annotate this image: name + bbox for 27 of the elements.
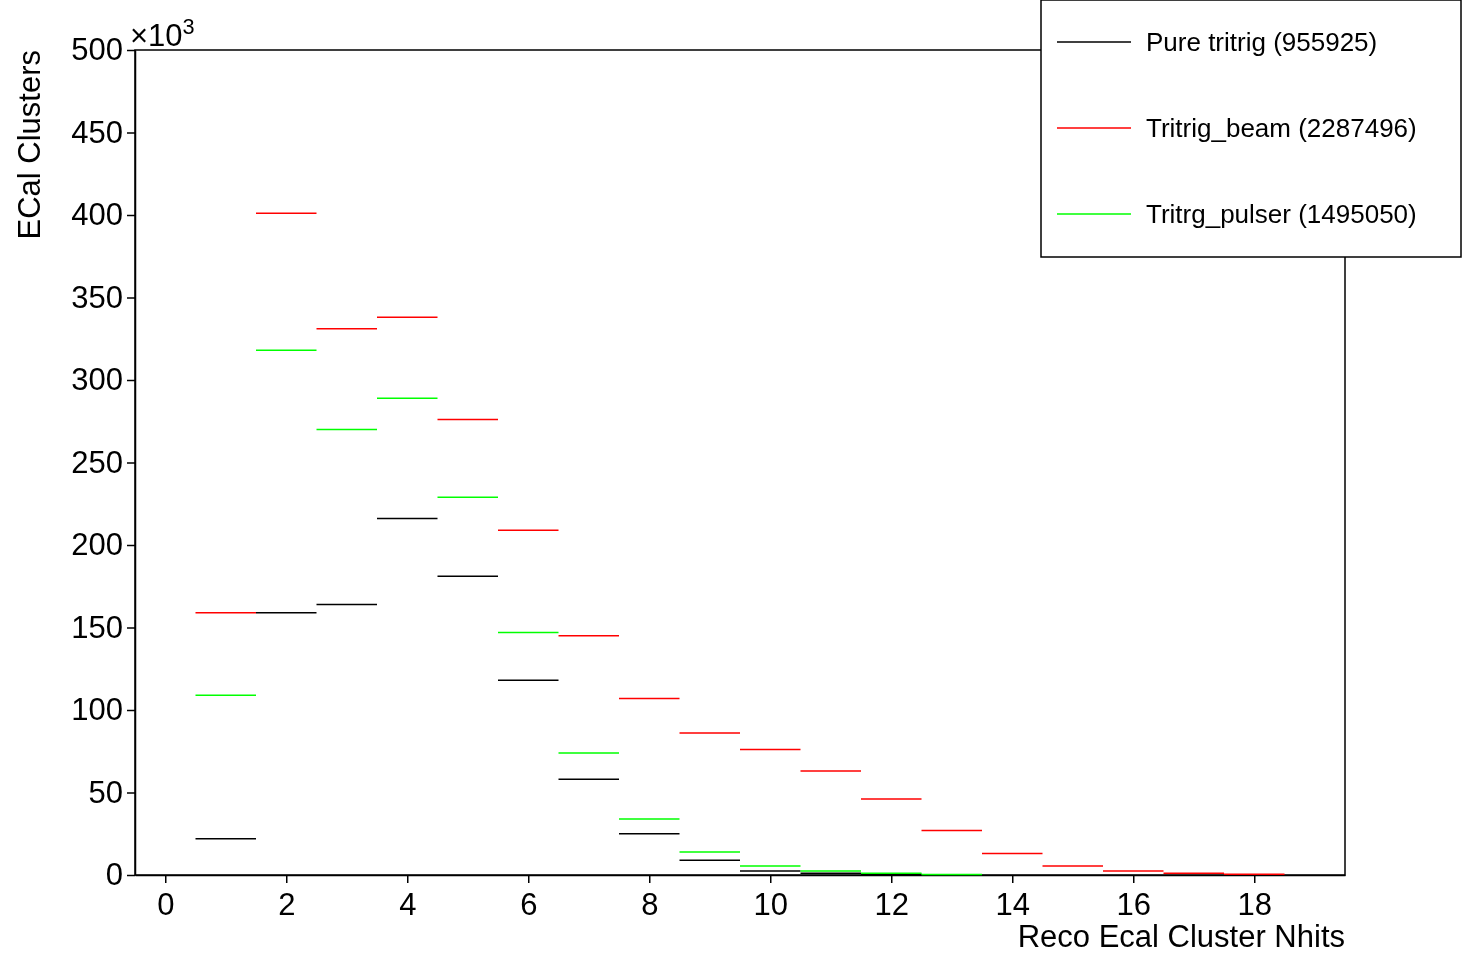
x-axis-title: Reco Ecal Cluster Nhits	[1017, 919, 1345, 954]
x-tick-label: 4	[399, 886, 417, 922]
y-tick-label: 100	[71, 692, 123, 728]
y-tick-label: 300	[71, 362, 123, 398]
y-tick-label: 500	[71, 32, 123, 68]
x-tick-label: 0	[157, 886, 175, 922]
annotation: ×10$^{3}$	[130, 13, 195, 53]
y-axis-title: ECal Clusters	[12, 50, 47, 240]
x-tick-label: 14	[995, 886, 1030, 922]
x-tick-label: 18	[1237, 886, 1272, 922]
x-tick-label: 10	[753, 886, 788, 922]
x-tick-label: 6	[520, 886, 538, 922]
y-tick-label: 150	[71, 609, 123, 645]
x-tick-label: 8	[641, 886, 659, 922]
y-tick-label: 0	[105, 857, 123, 893]
legend-label: Pure tritrig (955925)	[1146, 27, 1378, 57]
y-tick-label: 450	[71, 114, 123, 150]
y-tick-label: 200	[71, 527, 123, 563]
y-tick-label: 250	[71, 444, 123, 480]
y-tick-label: 350	[71, 279, 123, 315]
x-tick-label: 16	[1116, 886, 1151, 922]
x-tick-label: 12	[874, 886, 909, 922]
legend-label: Tritrg_pulser (1495050)	[1146, 199, 1417, 229]
legend-label: Tritrig_beam (2287496)	[1146, 113, 1417, 143]
x-tick-label: 2	[278, 886, 296, 922]
y-tick-label: 50	[88, 774, 123, 810]
y-tick-label: 400	[71, 197, 123, 233]
